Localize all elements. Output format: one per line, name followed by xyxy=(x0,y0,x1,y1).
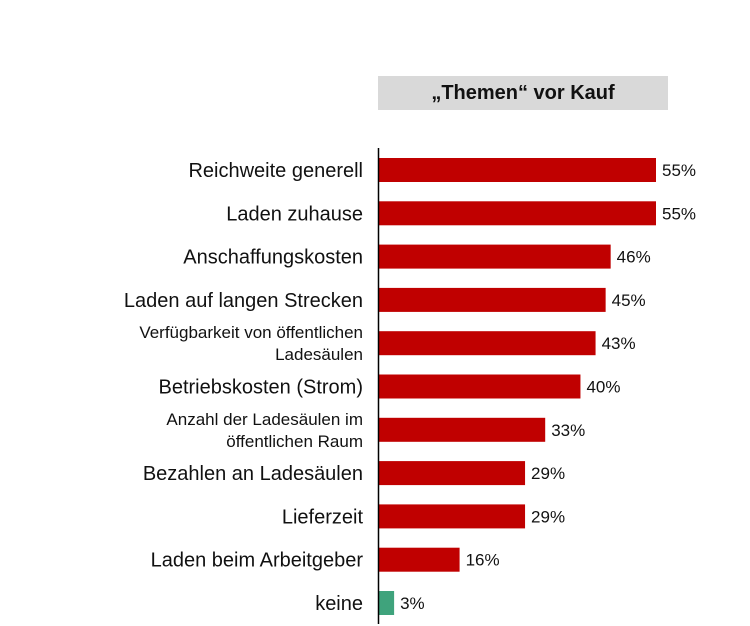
bar-4 xyxy=(379,331,596,356)
value-label-1: 55% xyxy=(662,204,696,223)
value-label-2: 46% xyxy=(617,248,651,267)
value-label-5: 40% xyxy=(586,378,620,397)
category-label-7: Bezahlen an Ladesäulen xyxy=(143,463,363,485)
category-label-4: Verfügbarkeit von öffentlichen Ladesäulen xyxy=(139,323,363,364)
bar-3 xyxy=(379,287,606,312)
value-label-3: 45% xyxy=(612,291,646,310)
bar-5 xyxy=(379,374,581,399)
category-label-3: Laden auf langen Strecken xyxy=(124,290,363,312)
category-label-6: Anzahl der Ladesäulen im öffentlichen Rau… xyxy=(166,410,363,451)
bar-10 xyxy=(379,591,395,615)
category-label-9: Laden beim Arbeitgeber xyxy=(151,550,364,572)
value-label-9: 16% xyxy=(466,551,500,570)
chart-title: „Themen“ vor Kauf xyxy=(431,81,615,104)
category-label-6-line-1: öffentlichen Raum xyxy=(226,432,363,451)
chart-title-box: „Themen“ vor Kauf xyxy=(378,76,668,110)
category-label-2: Anschaffungskosten xyxy=(183,247,363,269)
bar-8 xyxy=(379,504,526,529)
bar-0 xyxy=(379,158,656,182)
category-label-8: Lieferzeit xyxy=(282,506,364,528)
value-label-10: 3% xyxy=(400,594,425,613)
category-label-5: Betriebskosten (Strom) xyxy=(158,377,363,399)
category-label-10: keine xyxy=(315,593,363,615)
category-label-4-line-0: Verfügbarkeit von öffentlichen xyxy=(139,323,363,342)
bar-9 xyxy=(379,547,460,572)
category-label-1: Laden zuhause xyxy=(226,203,363,225)
bar-7 xyxy=(379,461,526,486)
bar-6 xyxy=(379,417,546,442)
value-label-4: 43% xyxy=(602,334,636,353)
category-label-0: Reichweite generell xyxy=(188,160,363,182)
category-label-4-line-1: Ladesäulen xyxy=(275,345,363,364)
value-label-7: 29% xyxy=(531,464,565,483)
value-label-8: 29% xyxy=(531,507,565,526)
value-label-0: 55% xyxy=(662,161,696,180)
category-label-6-line-0: Anzahl der Ladesäulen im xyxy=(166,410,363,429)
bar-2 xyxy=(379,244,611,269)
value-label-6: 33% xyxy=(551,421,585,440)
bar-1 xyxy=(379,201,656,226)
